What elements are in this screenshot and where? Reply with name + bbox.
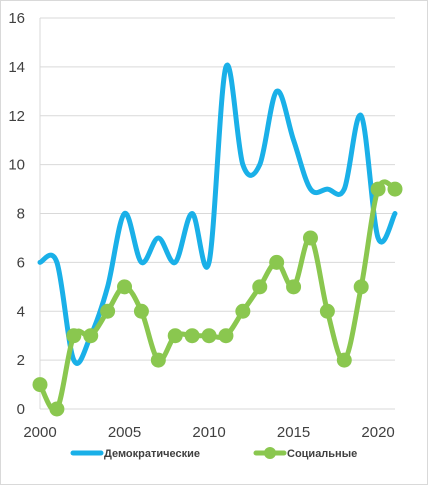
x-tick-label-2010: 2010	[192, 424, 225, 441]
data-point-2-2019	[353, 279, 369, 295]
data-point-2-2012	[235, 303, 251, 319]
y-tick-label-8: 8	[17, 206, 25, 223]
data-point-2-2010	[201, 328, 217, 344]
y-tick-label-4: 4	[17, 303, 25, 320]
data-point-2-2014	[269, 254, 285, 270]
data-point-2-2001	[49, 401, 65, 417]
data-point-2-2017	[319, 303, 335, 319]
data-point-2-2005	[117, 279, 133, 295]
y-tick-label-0: 0	[17, 401, 25, 418]
data-point-2-2002	[66, 328, 82, 344]
axes: 0 2 4 6 8 10 12 14 16 2000 2005 2010 2015 2020	[8, 10, 395, 441]
data-point-2-2004	[100, 303, 116, 319]
data-point-2-2009	[184, 328, 200, 344]
x-tick-label-2020: 2020	[361, 424, 394, 441]
legend: Демократические Социальные	[70, 447, 357, 460]
legend-label-1: Демократические	[104, 448, 200, 460]
data-point-2-2021	[387, 181, 403, 197]
data-point-2-2013	[252, 279, 268, 295]
series-line-1	[37, 62, 398, 366]
x-tick-label-2000: 2000	[23, 424, 56, 441]
x-tick-label-2005: 2005	[108, 424, 141, 441]
y-tick-label-6: 6	[17, 254, 25, 271]
y-tick-label-2: 2	[17, 352, 25, 369]
y-tick-label-14: 14	[8, 59, 25, 76]
x-tick-label-2015: 2015	[277, 424, 310, 441]
data-point-2-2018	[336, 352, 352, 368]
y-tick-label-16: 16	[8, 10, 25, 27]
data-point-2-2000	[32, 377, 48, 393]
data-point-2-2003	[83, 328, 99, 344]
data-point-2-2007	[150, 352, 166, 368]
data-point-2-2015	[286, 279, 302, 295]
data-point-2-2011	[218, 328, 234, 344]
series-layer	[32, 62, 403, 417]
legend-label-2: Социальные	[287, 448, 357, 460]
y-tick-label-12: 12	[8, 108, 25, 125]
legend-marker-2	[264, 447, 276, 459]
data-point-2-2016	[302, 230, 318, 246]
series-line-2	[37, 179, 398, 413]
data-point-2-2006	[133, 303, 149, 319]
data-point-2-2008	[167, 328, 183, 344]
y-tick-label-10: 10	[8, 157, 25, 174]
data-point-2-2020	[370, 181, 386, 197]
